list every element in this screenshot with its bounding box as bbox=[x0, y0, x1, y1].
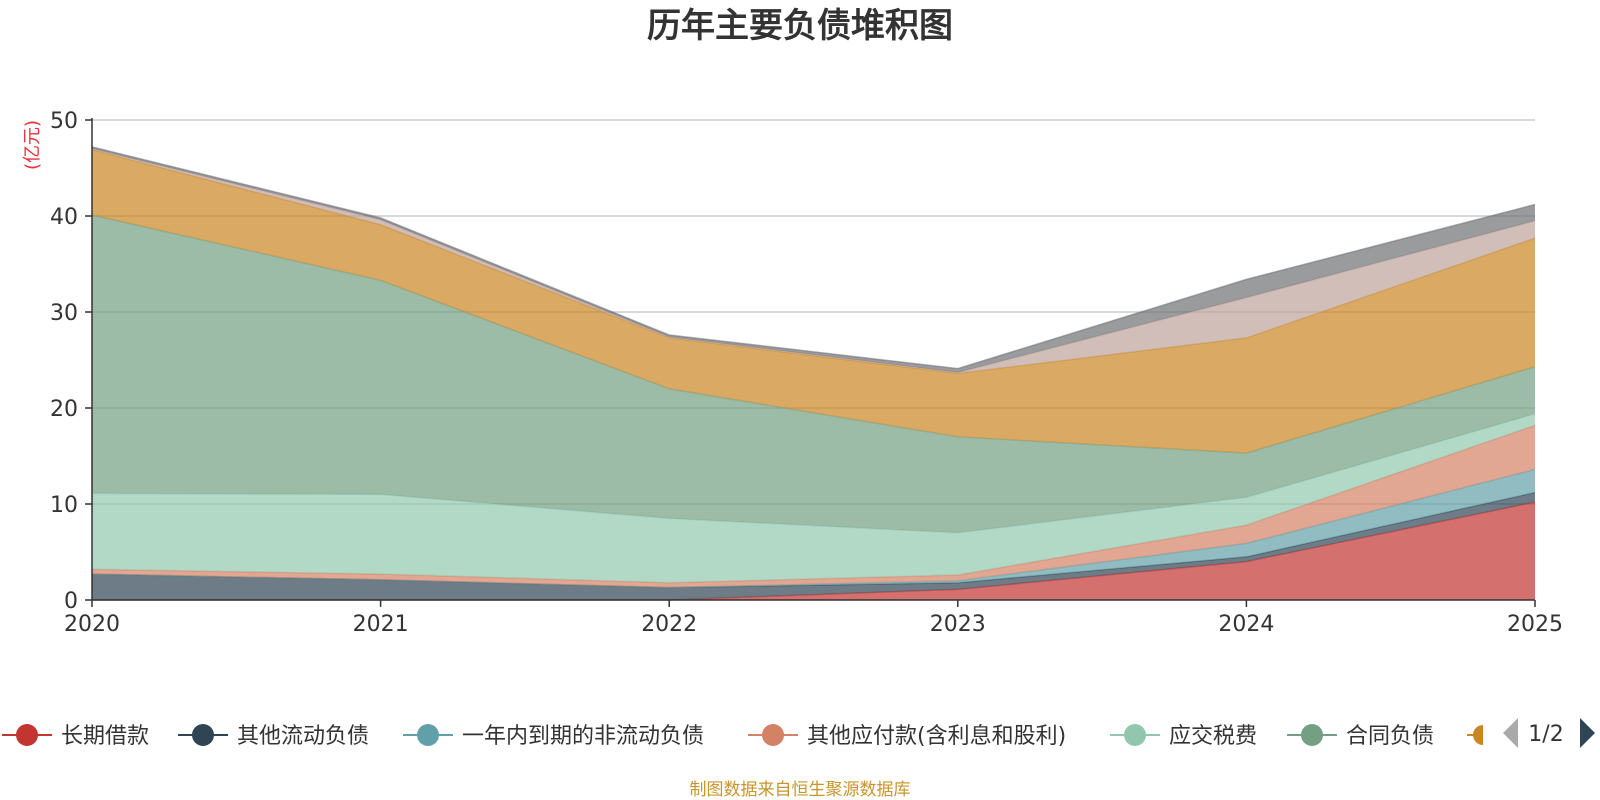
area-series-9[interactable] bbox=[92, 146, 1535, 373]
legend-marker-partial-icon bbox=[1473, 725, 1483, 745]
y-tick-label-30: 30 bbox=[50, 301, 78, 326]
legend-pager: 1/2 bbox=[1503, 718, 1595, 748]
legend-marker-icon-3 bbox=[417, 724, 439, 746]
legend-marker-icon-5 bbox=[1124, 724, 1146, 746]
x-tick-label-2024: 2024 bbox=[1218, 612, 1274, 637]
legend-item-1[interactable]: 长期借款 bbox=[2, 724, 149, 749]
legend-label-2: 其他流动负债 bbox=[237, 724, 369, 749]
data-source-note: 制图数据来自恒生聚源数据库 bbox=[690, 780, 911, 800]
legend-item-5[interactable]: 应交税费 bbox=[1110, 724, 1257, 749]
chart-title: 历年主要负债堆积图 bbox=[647, 6, 953, 46]
legend-item-6[interactable]: 合同负债 bbox=[1287, 724, 1434, 749]
legend-label-5: 应交税费 bbox=[1169, 724, 1257, 749]
x-tick-label-2021: 2021 bbox=[353, 612, 409, 637]
area-series-7[interactable] bbox=[92, 149, 1535, 454]
x-tick-label-2023: 2023 bbox=[930, 612, 986, 637]
area-series-1[interactable] bbox=[92, 502, 1535, 600]
legend-prev-page-icon[interactable] bbox=[1503, 718, 1518, 748]
y-tick-label-50: 50 bbox=[50, 109, 78, 134]
legend-label-3: 一年内到期的非流动负债 bbox=[462, 724, 704, 749]
area-series-5[interactable] bbox=[92, 413, 1535, 583]
legend-label-1: 长期借款 bbox=[61, 724, 149, 749]
legend-item-4[interactable]: 其他应付款(含利息和股利) bbox=[748, 724, 1066, 749]
legend-marker-icon-2 bbox=[192, 724, 214, 746]
x-tick-label-2022: 2022 bbox=[641, 612, 697, 637]
y-axis-unit-label: (亿元) bbox=[22, 120, 43, 170]
x-tick-label-2025: 2025 bbox=[1507, 612, 1563, 637]
legend-item-3[interactable]: 一年内到期的非流动负债 bbox=[403, 724, 704, 749]
legend-marker-icon-1 bbox=[16, 724, 38, 746]
legend-item-partial[interactable] bbox=[1467, 725, 1483, 745]
axes: 0 10 20 30 40 50 2020 2021 2022 2023 2024 2025 bbox=[50, 109, 1563, 637]
legend-page-indicator: 1/2 bbox=[1528, 722, 1563, 747]
y-tick-label-40: 40 bbox=[50, 205, 78, 230]
y-tick-label-0: 0 bbox=[64, 589, 78, 614]
legend: 长期借款 其他流动负债 一年内到期的非流动负债 其他应付款(含利息和股利) 应交税费 合同… bbox=[2, 724, 1483, 749]
legend-marker-icon-4 bbox=[762, 724, 784, 746]
y-tick-label-20: 20 bbox=[50, 397, 78, 422]
y-tick-label-10: 10 bbox=[50, 493, 78, 518]
area-series-4[interactable] bbox=[92, 425, 1535, 588]
area-series-2[interactable] bbox=[92, 492, 1535, 601]
legend-next-page-icon[interactable] bbox=[1580, 718, 1595, 748]
line-series-9 bbox=[91, 146, 1536, 370]
x-tick-label-2020: 2020 bbox=[64, 612, 120, 637]
legend-label-4: 其他应付款(含利息和股利) bbox=[807, 724, 1066, 749]
legend-item-2[interactable]: 其他流动负债 bbox=[178, 724, 369, 749]
stacked-areas bbox=[91, 146, 1536, 601]
area-series-3[interactable] bbox=[92, 469, 1535, 588]
area-series-8[interactable] bbox=[92, 148, 1535, 374]
area-series-6[interactable] bbox=[92, 215, 1535, 533]
legend-marker-icon-6 bbox=[1301, 724, 1323, 746]
legend-label-6: 合同负债 bbox=[1346, 724, 1434, 749]
